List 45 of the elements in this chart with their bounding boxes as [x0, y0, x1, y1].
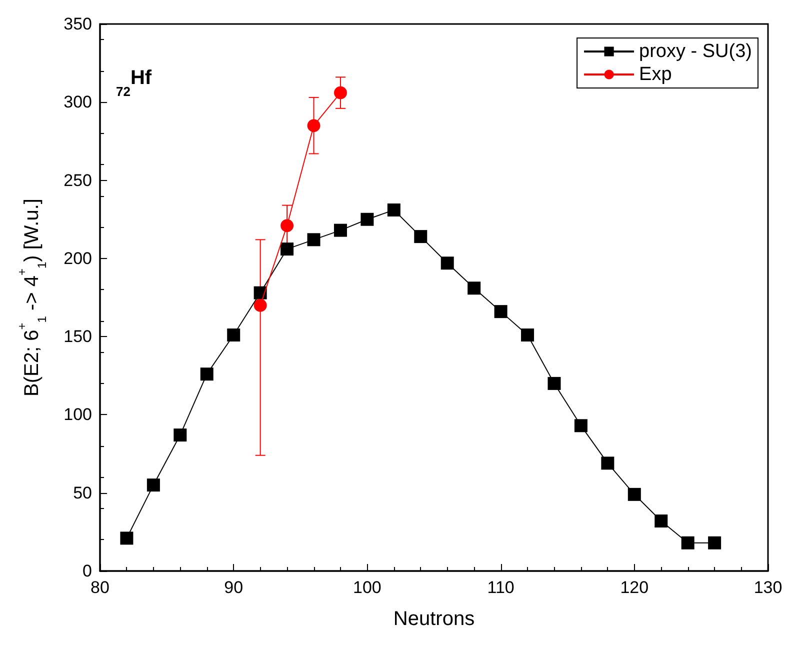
point — [307, 119, 320, 132]
y-tick-label: 200 — [64, 248, 92, 268]
point — [708, 536, 722, 550]
x-tick-label: 90 — [224, 578, 244, 597]
point — [468, 282, 481, 295]
x-tick-label: 120 — [620, 578, 649, 597]
y-tick-label: 100 — [64, 405, 92, 424]
y-tick-label: 50 — [73, 483, 92, 502]
y-axis-title: B(E2; 6+1 -> 4+1) [W.u.] — [15, 198, 49, 396]
y-tick-label: 250 — [64, 170, 92, 190]
point — [146, 478, 160, 492]
y-tick-label: 350 — [64, 14, 92, 34]
point — [200, 368, 214, 381]
point — [334, 224, 347, 237]
point — [548, 376, 561, 390]
point — [334, 86, 347, 100]
legend-label: proxy - SU(3) — [639, 41, 752, 62]
x-tick-label: 130 — [754, 578, 782, 597]
x-tick-label: 80 — [90, 578, 110, 597]
x-axis-title: Neutrons — [393, 608, 475, 630]
point — [494, 305, 508, 318]
point — [601, 456, 614, 470]
point — [414, 230, 428, 244]
legend-label: Exp — [639, 64, 672, 85]
y-tick-label: 150 — [64, 327, 92, 346]
point — [574, 419, 588, 432]
y-tick-label: 0 — [82, 562, 92, 580]
point — [280, 219, 294, 232]
point — [654, 514, 668, 528]
point — [120, 532, 134, 545]
point — [227, 328, 240, 342]
point — [307, 233, 320, 246]
point — [628, 488, 641, 501]
point — [521, 328, 534, 342]
point — [254, 298, 267, 312]
point — [280, 242, 294, 256]
point — [681, 536, 694, 550]
x-tick-label: 110 — [487, 578, 514, 597]
point — [174, 428, 187, 442]
point — [360, 212, 374, 226]
point — [254, 286, 267, 300]
point — [440, 256, 454, 270]
y-tick-label: 300 — [64, 92, 92, 112]
point — [387, 203, 400, 216]
x-tick-label: 100 — [353, 578, 382, 597]
